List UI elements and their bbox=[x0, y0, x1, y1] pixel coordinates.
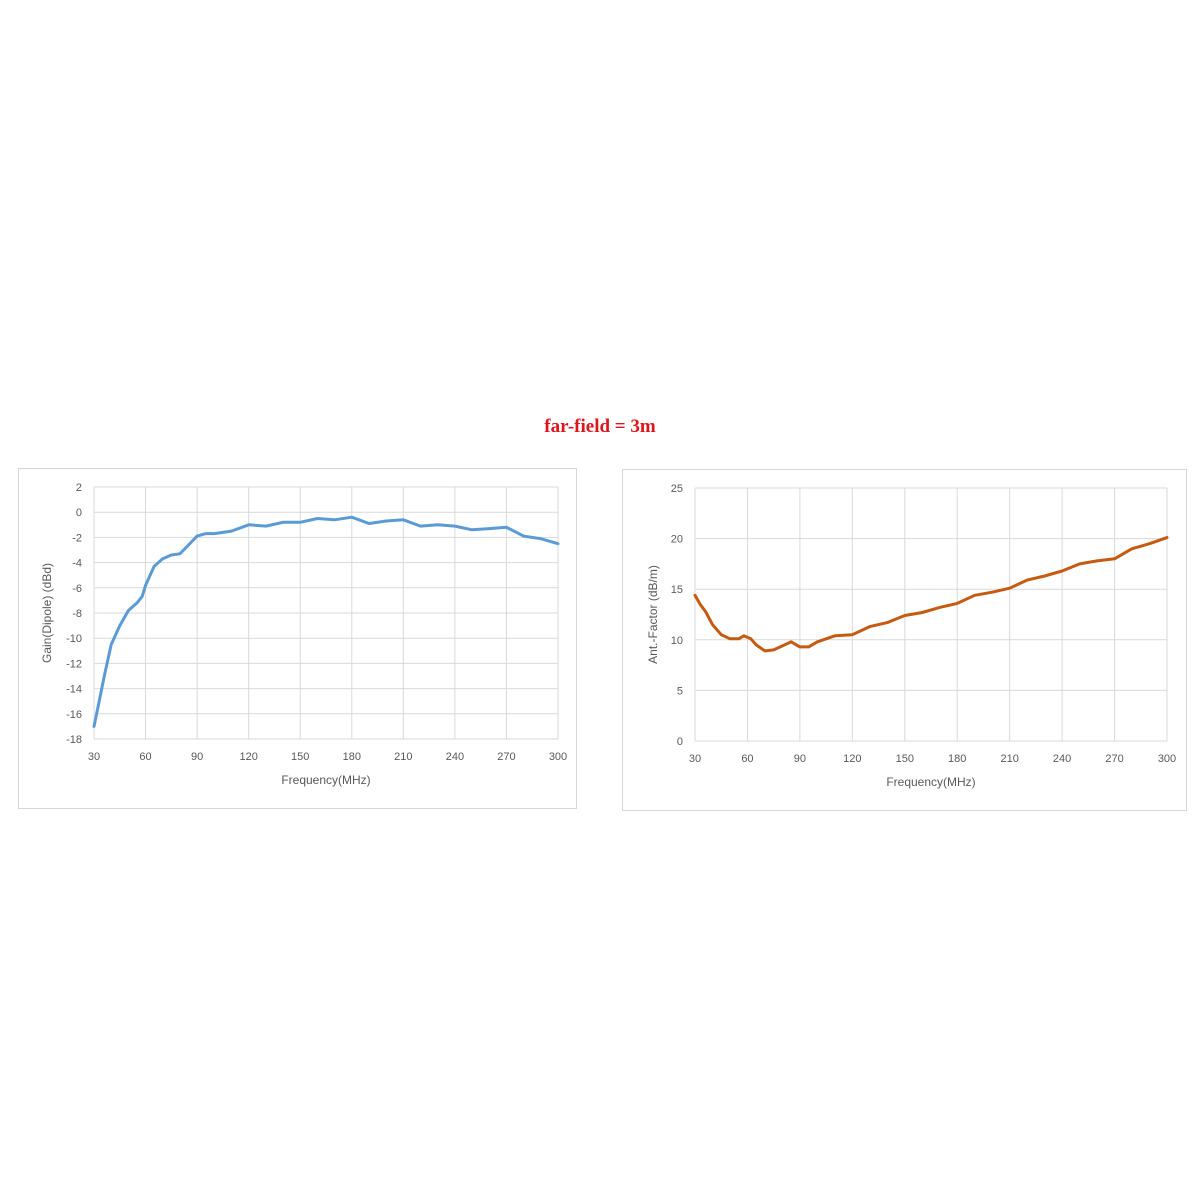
y-tick-label: -4 bbox=[72, 558, 82, 570]
y-tick-label: -6 bbox=[72, 583, 82, 595]
x-axis-label: Frequency(MHz) bbox=[886, 775, 975, 789]
y-tick-label: -18 bbox=[66, 734, 82, 746]
y-tick-label: -16 bbox=[66, 709, 82, 721]
y-tick-label: 25 bbox=[671, 483, 683, 495]
antenna-factor-chart: 0 5 10 15 20 25 30 60 90 120 150 180 210 240 270 300 Fre… bbox=[622, 469, 1187, 811]
x-tick-label: 90 bbox=[191, 751, 203, 763]
y-tick-label: 0 bbox=[677, 736, 683, 748]
y-axis-label: Gain(Dipole) (dBd) bbox=[40, 563, 54, 663]
y-tick-label: 10 bbox=[671, 635, 683, 647]
series-line bbox=[92, 515, 560, 728]
x-tick-label: 300 bbox=[549, 751, 567, 763]
x-tick-label: 240 bbox=[1053, 753, 1071, 765]
x-tick-label: 30 bbox=[88, 751, 100, 763]
y-tick-label: -14 bbox=[66, 684, 82, 696]
y-tick-label: -12 bbox=[66, 658, 82, 670]
x-tick-label: 300 bbox=[1158, 753, 1176, 765]
x-tick-label: 120 bbox=[239, 751, 257, 763]
x-tick-label: 210 bbox=[1000, 753, 1018, 765]
x-tick-label: 150 bbox=[896, 753, 914, 765]
y-tick-label: 5 bbox=[677, 685, 683, 697]
y-tick-label: -2 bbox=[72, 532, 82, 544]
gain-chart: -18 -16 -14 -12 -10 -8 -6 -4 -2 0 2 30 60 90 120 150 180… bbox=[18, 468, 577, 809]
y-tick-label: 20 bbox=[671, 534, 683, 546]
x-axis-label: Frequency(MHz) bbox=[281, 773, 370, 787]
x-tick-label: 270 bbox=[497, 751, 515, 763]
x-tick-label: 120 bbox=[843, 753, 861, 765]
y-tick-label: 2 bbox=[76, 482, 82, 494]
x-tick-label: 150 bbox=[291, 751, 309, 763]
x-tick-label: 210 bbox=[394, 751, 412, 763]
x-tick-label: 180 bbox=[343, 751, 361, 763]
x-tick-label: 60 bbox=[139, 751, 151, 763]
x-tick-label: 270 bbox=[1105, 753, 1123, 765]
gain-chart-svg: -18 -16 -14 -12 -10 -8 -6 -4 -2 0 2 30 60 90 120 150 180… bbox=[40, 482, 567, 787]
chart-title: far-field = 3m bbox=[544, 416, 656, 437]
x-tick-label: 90 bbox=[794, 753, 806, 765]
x-tick-label: 240 bbox=[446, 751, 464, 763]
antenna-factor-chart-svg: 0 5 10 15 20 25 30 60 90 120 150 180 210 240 270 300 Fre… bbox=[646, 483, 1176, 789]
x-tick-label: 180 bbox=[948, 753, 966, 765]
series-line bbox=[693, 536, 1169, 653]
y-axis-label: Ant.-Factor (dB/m) bbox=[646, 565, 660, 664]
x-tick-label: 60 bbox=[741, 753, 753, 765]
y-tick-label: 0 bbox=[76, 507, 82, 519]
y-tick-label: -10 bbox=[66, 633, 82, 645]
x-tick-label: 30 bbox=[689, 753, 701, 765]
y-tick-label: -8 bbox=[72, 608, 82, 620]
y-tick-label: 15 bbox=[671, 584, 683, 596]
